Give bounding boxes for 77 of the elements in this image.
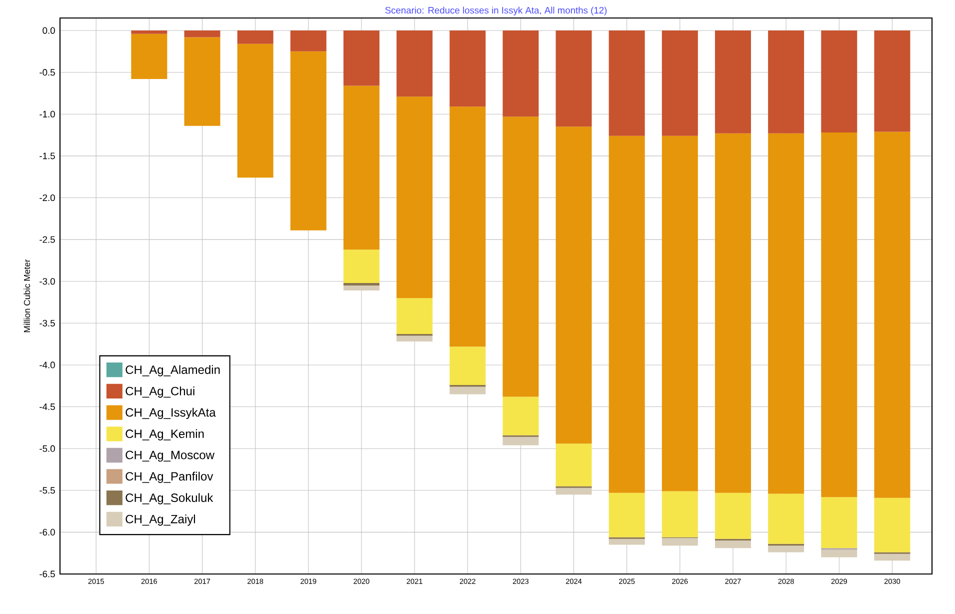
bar (768, 133, 804, 494)
bar (237, 30, 274, 44)
bar (450, 346, 486, 386)
legend-label: CH_Ag_Chui (126, 386, 194, 398)
y-tick-label: -3.5 (40, 320, 55, 326)
y-tick-label: -2.0 (40, 194, 55, 202)
legend-label: CH_Ag_Panfilov (126, 472, 214, 483)
y-tick-label: -6.0 (40, 528, 55, 536)
bar (608, 136, 645, 493)
bar (450, 106, 486, 347)
bar (343, 30, 380, 86)
bar (662, 136, 698, 492)
legend-label: CH_Ag_Moscow (126, 450, 214, 462)
bar (556, 488, 592, 495)
y-tick-label: -1.0 (40, 110, 55, 118)
bar (608, 492, 645, 538)
legend-label: CH_Ag_Kemin (126, 429, 204, 440)
bar (396, 96, 433, 298)
bar (714, 492, 751, 539)
y-tick-label: -2.5 (40, 236, 55, 243)
bar (714, 30, 751, 134)
bar (662, 30, 698, 136)
legend-label: CH_Ag_IssykAta (126, 408, 216, 420)
y-tick-label: -4.0 (40, 362, 55, 368)
bar (874, 132, 910, 498)
bar (714, 540, 751, 548)
bar (237, 44, 274, 178)
legend-label: CH_Ag_Sokuluk (126, 493, 214, 504)
bar (290, 30, 326, 52)
bar (131, 30, 168, 34)
bar (556, 30, 592, 127)
bar (556, 444, 592, 486)
bar (131, 34, 168, 80)
legend-label: CH_Ag_Alamedin (126, 365, 220, 376)
bar (874, 498, 910, 552)
bar (343, 286, 380, 291)
bar (821, 497, 858, 548)
bar (396, 30, 433, 97)
bar (290, 51, 326, 230)
bar (184, 37, 220, 126)
bar (608, 538, 645, 545)
y-tick-label: -3.0 (40, 278, 55, 285)
legend-label: CH_Ag_Zaiyl (126, 514, 195, 526)
bar (502, 116, 539, 397)
bar (768, 546, 804, 552)
y-tick-label: -0.5 (40, 69, 55, 76)
y-tick-label: 0.0 (42, 27, 55, 34)
bar (821, 30, 858, 133)
bar (662, 491, 698, 538)
bar (608, 30, 645, 136)
bar (768, 30, 804, 134)
bar (502, 30, 539, 117)
bar (768, 494, 804, 544)
y-axis-title: Million Cubic Meter (24, 259, 30, 332)
bar (396, 298, 433, 334)
bar (450, 30, 486, 107)
bar (343, 86, 380, 250)
y-tick-label: -5.0 (40, 445, 55, 452)
bar (450, 386, 486, 394)
bar (821, 550, 858, 558)
bar (343, 283, 380, 286)
bar (502, 436, 539, 446)
bar (821, 132, 858, 498)
y-tick-label: -5.5 (40, 487, 55, 494)
bar (502, 396, 539, 436)
bar (343, 250, 380, 284)
bar (662, 538, 698, 546)
y-tick-label: -1.5 (40, 152, 55, 160)
chart-title: Scenario: Reduce losses in Issyk Ata, All months (12) (385, 6, 607, 16)
bar (396, 336, 433, 342)
bar (874, 554, 910, 561)
bar (874, 30, 910, 132)
y-tick-label: -4.5 (40, 404, 55, 410)
bar (714, 133, 751, 493)
y-tick-label: -6.5 (40, 570, 55, 578)
bar (184, 30, 220, 38)
bar (556, 126, 592, 444)
